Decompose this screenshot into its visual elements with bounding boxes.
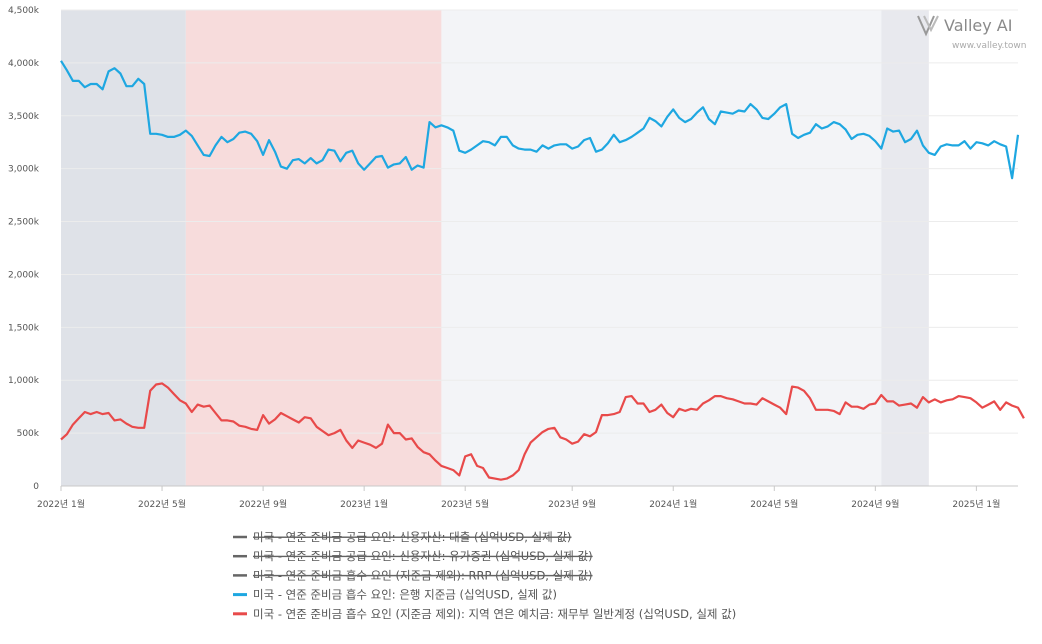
legend: 미국 - 연준 준비금 공급 요인: 신용자산: 대출 (십억USD, 실제 값…	[233, 530, 736, 621]
legend-item[interactable]: 미국 - 연준 준비금 흡수 요인: 은행 지준금 (십억USD, 실제 값)	[233, 588, 557, 602]
x-tick-label: 2022년 5월	[138, 498, 186, 510]
x-tick-label: 2022년 1월	[37, 498, 85, 510]
shaded-region-2	[441, 10, 882, 486]
x-tick-label: 2024년 5월	[750, 498, 798, 510]
shaded-regions	[61, 10, 929, 486]
y-tick-label: 2,500k	[8, 218, 40, 228]
x-tick-label: 2024년 1월	[649, 498, 697, 510]
legend-label: 미국 - 연준 준비금 흡수 요인 (지준금 제외): 지역 연은 예치금: 재…	[253, 607, 736, 621]
shaded-region-1	[185, 10, 442, 486]
y-tick-label: 3,500k	[8, 112, 40, 122]
shaded-region-3	[881, 10, 929, 486]
y-tick-label: 0	[33, 482, 39, 492]
y-tick-label: 4,500k	[8, 6, 40, 16]
legend-item[interactable]: 미국 - 연준 준비금 공급 요인: 신용자산: 유가증권 (십억USD, 실제…	[233, 549, 593, 563]
legend-item[interactable]: 미국 - 연준 준비금 흡수 요인 (지준금 제외): 지역 연은 예치금: 재…	[233, 607, 736, 621]
x-tick-label: 2023년 1월	[340, 498, 388, 510]
brand-watermark: Valley AI www.valley.town	[917, 15, 1027, 51]
legend-item[interactable]: 미국 - 연준 준비금 공급 요인: 신용자산: 대출 (십억USD, 실제 값…	[233, 530, 572, 544]
y-tick-label: 1,000k	[8, 376, 40, 386]
y-tick-label: 1,500k	[8, 323, 40, 333]
brand-url: www.valley.town	[952, 41, 1027, 51]
brand-name: Valley AI	[944, 16, 1012, 35]
x-axis: 2022년 1월 2022년 5월 2022년 9월 2023년 1월 2023년 5월…	[37, 485, 1018, 510]
x-tick-label: 2024년 9월	[851, 498, 899, 510]
legend-item[interactable]: 미국 - 연준 준비금 흡수 요인 (지준금 제외): RRP (십억USD, …	[233, 568, 593, 582]
grid-lines	[61, 9, 1018, 487]
legend-label: 미국 - 연준 준비금 흡수 요인: 은행 지준금 (십억USD, 실제 값)	[253, 588, 557, 602]
y-axis: 0 500k 1,000k 1,500k 2,000k 2,500k 3,000k 3,500…	[8, 6, 40, 492]
x-tick-label: 2025년 1월	[952, 498, 1000, 510]
series-lines	[60, 60, 1025, 481]
x-tick-label: 2023년 9월	[548, 498, 596, 510]
shaded-region-0	[61, 10, 186, 486]
series-line-1	[60, 382, 1025, 481]
x-tick-label: 2023년 5월	[441, 498, 489, 510]
x-tick-label: 2022년 9월	[239, 498, 287, 510]
y-tick-label: 3,000k	[8, 165, 40, 175]
valley-logo-icon	[917, 15, 939, 37]
series-line-0	[60, 60, 1020, 180]
y-tick-label: 500k	[17, 429, 40, 439]
y-tick-label: 4,000k	[8, 59, 40, 69]
y-tick-label: 2,000k	[8, 270, 40, 280]
